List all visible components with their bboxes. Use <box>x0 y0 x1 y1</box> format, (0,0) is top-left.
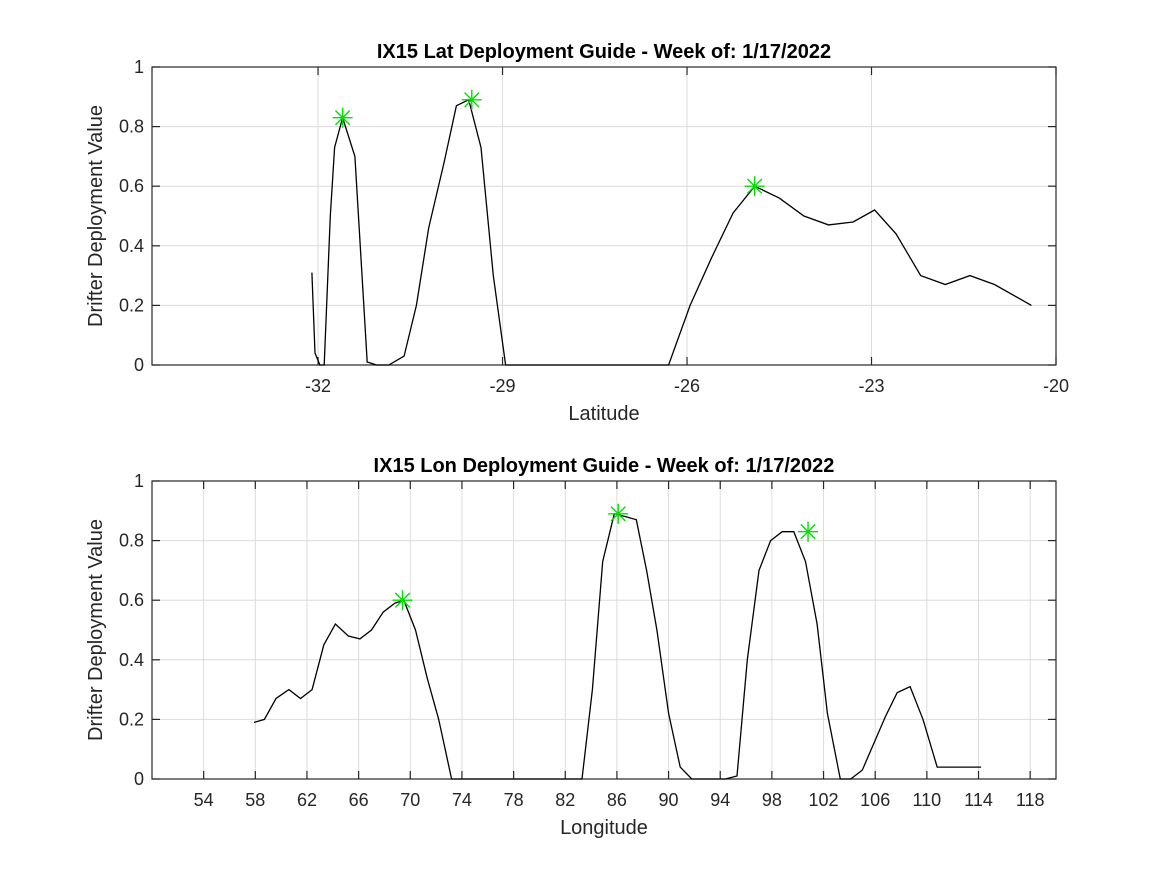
lat-series-line <box>311 98 1032 366</box>
lat-x-tick-label: -23 <box>859 376 885 396</box>
lon-y-axis-label: Drifter Deployment Value <box>85 519 107 741</box>
lon-x-tick-label: 110 <box>913 790 942 810</box>
lon-x-tick-label: 118 <box>1016 790 1045 810</box>
lon-y-tick-label: 0 <box>134 769 144 789</box>
lon-x-tick-label: 58 <box>245 790 265 810</box>
lon-x-tick-label: 82 <box>555 790 575 810</box>
lat-y-tick-label: 0 <box>134 355 144 375</box>
lon-chart-title: IX15 Lon Deployment Guide - Week of: 1/1… <box>374 455 835 477</box>
lat-y-tick-label: 0.4 <box>119 236 144 256</box>
lon-x-tick-label: 74 <box>452 790 472 810</box>
lon-y-tick-label: 0.2 <box>119 709 144 729</box>
lat-x-tick-label: -26 <box>674 376 700 396</box>
lon-x-axis-label: Longitude <box>560 817 648 839</box>
lat-x-tick-label: -20 <box>1043 376 1069 396</box>
lon-y-tick-label: 1 <box>134 471 144 491</box>
lon-x-tick-label: 70 <box>400 790 420 810</box>
lat-peak-marker <box>461 89 482 110</box>
lat-x-axis-label: Latitude <box>568 403 639 425</box>
lon-chart-panel: 54 58 62 66 70 74 78 82 86 90 94 98 102 106 110 114 118 0… <box>85 455 1057 839</box>
lat-chart-panel: -32 -29 -26 -23 -20 0 0.2 0.4 0.6 0.8 1 IX15 Lat De… <box>85 41 1069 425</box>
lon-peak-marker <box>392 590 413 611</box>
lon-y-tick-label: 0.8 <box>119 531 144 551</box>
lat-y-tick-label: 0.8 <box>119 117 144 137</box>
lon-x-tick-label: 54 <box>194 790 214 810</box>
lon-peak-marker <box>608 503 629 524</box>
lat-y-axis-label: Drifter Deployment Value <box>85 105 107 327</box>
lat-peak-marker <box>744 176 765 197</box>
lon-y-tick-label: 0.6 <box>119 590 144 610</box>
lon-x-tick-label: 90 <box>659 790 679 810</box>
lon-x-tick-label: 106 <box>860 790 890 810</box>
lon-x-tick-label: 102 <box>809 790 839 810</box>
lon-x-tick-label: 98 <box>762 790 782 810</box>
lat-y-tick-label: 0.2 <box>119 295 144 315</box>
lon-x-tick-label: 86 <box>607 790 627 810</box>
lon-series-line <box>253 513 982 780</box>
lat-peak-marker <box>332 107 353 128</box>
lon-plot-frame <box>151 480 1057 780</box>
lon-y-tick-label: 0.4 <box>119 650 144 670</box>
lon-x-tick-label: 78 <box>504 790 524 810</box>
lat-x-tick-label: -32 <box>305 376 331 396</box>
lat-y-tick-label: 0.6 <box>119 176 144 196</box>
lon-peak-marker <box>798 521 819 542</box>
lon-x-tick-label: 94 <box>710 790 730 810</box>
lat-x-tick-label: -29 <box>490 376 516 396</box>
lon-x-tick-label: 62 <box>297 790 317 810</box>
lat-chart-title: IX15 Lat Deployment Guide - Week of: 1/1… <box>377 41 831 63</box>
lat-plot-frame <box>151 66 1057 366</box>
lon-x-tick-label: 114 <box>964 790 993 810</box>
lat-y-tick-label: 1 <box>134 57 144 77</box>
lon-x-tick-label: 66 <box>349 790 369 810</box>
